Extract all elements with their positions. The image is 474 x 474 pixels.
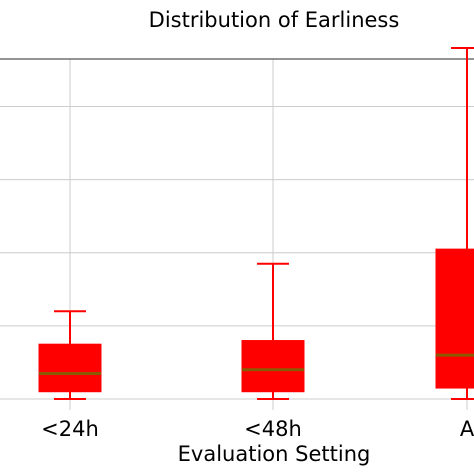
x-tick-label: <48h	[244, 417, 302, 441]
box-iqr	[241, 340, 305, 393]
box-2	[241, 262, 305, 401]
x-tick-label: <24h	[41, 417, 99, 441]
box-3	[435, 47, 474, 401]
grid	[0, 59, 474, 410]
x-tick-label: A	[460, 417, 474, 441]
box-plots	[38, 47, 474, 401]
box-iqr	[435, 248, 474, 389]
chart-title: Distribution of Earliness	[149, 8, 400, 32]
box-1	[38, 310, 102, 401]
x-tick-labels: <24h <48h A	[41, 417, 474, 441]
box-iqr	[38, 343, 102, 393]
x-axis-label: Evaluation Setting	[178, 442, 371, 466]
